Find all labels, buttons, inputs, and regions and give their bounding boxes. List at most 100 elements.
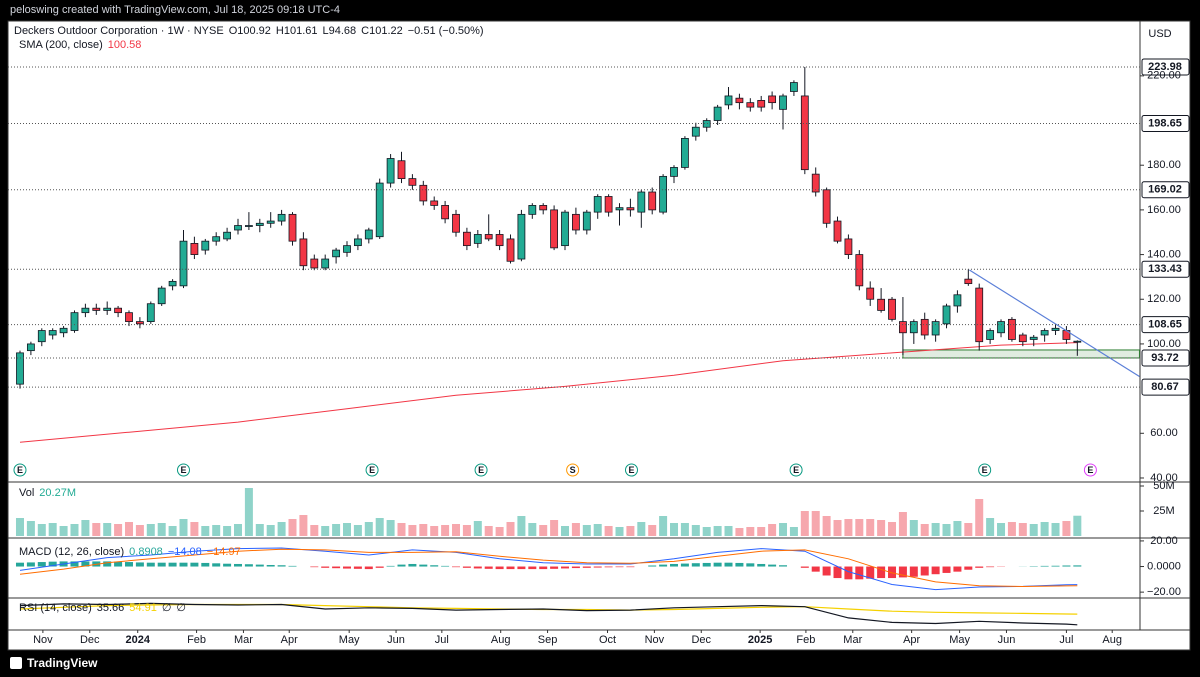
volume-bar (844, 519, 853, 536)
volume-bar (517, 516, 526, 536)
volume-bar (975, 499, 984, 536)
macd-histogram-bar (550, 566, 559, 569)
volume-bar (408, 525, 417, 536)
volume-bar (92, 523, 101, 536)
candle-body (888, 298, 896, 320)
x-tick-label: Nov (645, 634, 665, 646)
macd-histogram-bar (288, 565, 297, 567)
y-tick-label: −20.00 (1147, 586, 1181, 598)
candle-body (899, 321, 907, 334)
event-label: E (793, 465, 799, 475)
macd-histogram-bar (168, 562, 177, 567)
volume-bar (866, 519, 875, 536)
candle-body (746, 102, 755, 108)
macd-histogram-bar (343, 566, 352, 569)
y-tick-label: 20.00 (1150, 535, 1178, 547)
volume-bar (244, 488, 253, 536)
candle-body (757, 100, 766, 108)
indicator-value: 100.58 (108, 39, 142, 51)
candle-body (92, 307, 101, 311)
macd-histogram-bar (1062, 565, 1071, 567)
event-marker (176, 463, 190, 477)
volume-bar (942, 524, 951, 536)
volume-bar (430, 526, 439, 536)
candle-body (670, 167, 678, 177)
volume-bar (157, 523, 166, 536)
candle-body (539, 205, 548, 211)
indicator-line (19, 548, 1078, 588)
candle-body (637, 191, 646, 213)
candle-body (1073, 340, 1082, 343)
indicator-name: SMA (200, close) (19, 39, 103, 51)
candle-body (168, 280, 177, 287)
candle-body (615, 207, 624, 211)
indicator-name: Vol (19, 487, 34, 499)
event-marker (978, 463, 992, 477)
x-tick-label: 2025 (748, 634, 772, 646)
macd-histogram-bar (430, 565, 439, 567)
candle-body (408, 178, 417, 186)
candle-body (277, 213, 286, 222)
volume-bar (779, 523, 788, 536)
candle-body (288, 213, 297, 242)
event-marker (365, 463, 379, 477)
macd-histogram-bar (201, 562, 210, 567)
candle-body (582, 211, 591, 231)
candle-body (931, 321, 940, 336)
y-tick-label: 220.00 (1147, 70, 1181, 82)
candle-body (26, 343, 35, 352)
macd-histogram-bar (855, 566, 864, 580)
macd-histogram-bar (702, 562, 711, 567)
volume-bar (59, 526, 68, 536)
x-tick-label: Oct (599, 634, 616, 646)
volume-bar (506, 522, 515, 536)
volume-bar (233, 524, 242, 536)
macd-histogram-bar (190, 562, 199, 567)
macd-histogram-bar (691, 563, 700, 567)
volume-bar (1040, 522, 1049, 536)
candle-body (528, 205, 537, 215)
ohlc-label: −0.51 (−0.50%) (408, 25, 484, 37)
candle-body (441, 205, 450, 220)
volume-bar (931, 523, 940, 536)
candle-body (1029, 336, 1038, 340)
macd-histogram-bar (103, 561, 112, 567)
x-tick-label: Feb (796, 634, 815, 646)
y-tick-label: 100.00 (1147, 338, 1181, 350)
candle-body (343, 245, 351, 253)
volume-bar (124, 522, 133, 536)
candle-body (463, 231, 471, 247)
x-tick-label: Mar (234, 634, 253, 646)
level-label: 93.72 (1151, 352, 1179, 364)
macd-histogram-bar (266, 564, 275, 567)
candle-body (332, 249, 341, 258)
macd-histogram-bar (779, 565, 788, 567)
candle-body (125, 312, 133, 322)
macd-histogram-bar (800, 566, 809, 568)
indicator-name: RSI (14, close) (19, 602, 92, 614)
macd-histogram-bar (135, 562, 144, 567)
macd-histogram-bar (986, 566, 995, 568)
candle-body (942, 305, 951, 325)
candle-body (986, 330, 995, 340)
macd-histogram-bar (931, 566, 940, 575)
macd-histogram-bar (680, 563, 689, 567)
ohlc-label: O100.92 (229, 25, 271, 37)
indicator-value: −14.97 (207, 546, 241, 558)
candle-body (70, 312, 79, 331)
macd-histogram-bar (571, 566, 580, 569)
macd-histogram-bar (353, 566, 362, 569)
candle-body (212, 236, 221, 242)
event-label: E (628, 465, 634, 475)
macd-histogram-bar (332, 566, 341, 569)
macd-histogram-bar (364, 566, 373, 570)
macd-histogram-bar (441, 565, 450, 567)
candle-body (484, 234, 493, 240)
volume-bar (604, 526, 613, 536)
candle-body (234, 225, 242, 231)
volume-bar (648, 525, 657, 536)
volume-bar (680, 523, 689, 536)
candle-body (550, 209, 559, 249)
x-tick-label: Jul (1059, 634, 1073, 646)
volume-bar (811, 511, 820, 536)
